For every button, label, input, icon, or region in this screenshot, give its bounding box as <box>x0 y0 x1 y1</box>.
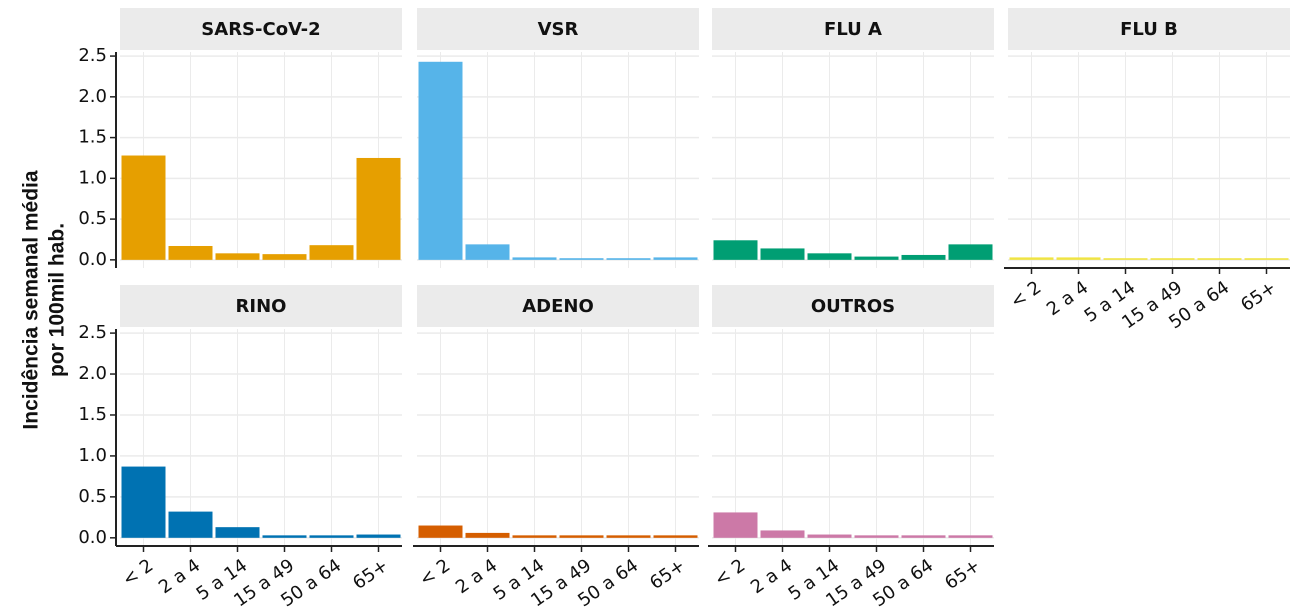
bar <box>653 257 698 260</box>
bar <box>807 534 852 538</box>
bar <box>713 240 758 260</box>
strip <box>1008 8 1290 50</box>
bar <box>418 525 463 538</box>
bar <box>215 253 260 260</box>
bar <box>606 535 651 538</box>
panel-title: FLU A <box>824 19 882 40</box>
y-tick-label: 2.5 <box>78 45 107 66</box>
bar <box>121 466 166 538</box>
bar <box>309 245 354 260</box>
bar <box>121 155 166 260</box>
y-tick-label: 1.5 <box>78 404 107 425</box>
x-tick-label: < 2 <box>1007 277 1045 313</box>
y-tick-label: 1.0 <box>78 445 107 466</box>
bar <box>1244 258 1289 260</box>
bar <box>653 535 698 538</box>
bar <box>948 244 993 260</box>
bar <box>901 254 946 260</box>
bar <box>760 248 805 260</box>
bar <box>1197 258 1242 260</box>
y-tick-label: 2.0 <box>78 86 107 107</box>
bar <box>356 157 401 260</box>
y-tick-label: 2.5 <box>78 322 107 343</box>
bar <box>1150 258 1195 260</box>
bar <box>168 245 213 260</box>
strip <box>417 8 699 50</box>
bar <box>1009 257 1054 260</box>
panel-title: ADENO <box>522 296 594 317</box>
y-tick-label: 0.0 <box>78 249 107 270</box>
bar <box>512 535 557 538</box>
bar <box>215 527 260 538</box>
strip <box>712 285 994 327</box>
x-tick-label: < 2 <box>416 555 454 591</box>
bar <box>465 532 510 538</box>
y-tick-label: 1.5 <box>78 127 107 148</box>
bar <box>559 535 604 538</box>
bar <box>356 534 401 538</box>
x-tick-label: 65+ <box>941 555 984 594</box>
y-axis-label: por 100mil hab. <box>46 223 69 377</box>
bar <box>1103 258 1148 260</box>
strip <box>120 8 402 50</box>
y-tick-label: 0.5 <box>78 208 107 229</box>
x-tick-label: < 2 <box>711 555 749 591</box>
panel-title: RINO <box>236 296 287 317</box>
bar <box>418 61 463 260</box>
x-tick-label: 65+ <box>646 555 689 594</box>
bar <box>559 258 604 260</box>
y-tick-label: 2.0 <box>78 363 107 384</box>
strip <box>120 285 402 327</box>
panel-title: VSR <box>538 19 579 40</box>
x-tick-label: 65+ <box>1237 277 1280 316</box>
bar <box>465 244 510 260</box>
panel-title: OUTROS <box>811 296 895 317</box>
bar <box>760 530 805 538</box>
bar <box>606 258 651 260</box>
y-tick-label: 0.5 <box>78 486 107 507</box>
strip <box>712 8 994 50</box>
panel-title: SARS-CoV-2 <box>201 19 320 40</box>
x-tick-label: < 2 <box>119 555 157 591</box>
bar <box>1056 257 1101 260</box>
bar <box>512 257 557 260</box>
x-tick-label: 65+ <box>349 555 392 594</box>
bar <box>948 535 993 538</box>
bar <box>262 535 307 538</box>
panel-title: FLU B <box>1120 19 1178 40</box>
bar <box>901 535 946 538</box>
bar <box>309 535 354 538</box>
bar <box>713 512 758 538</box>
y-tick-label: 0.0 <box>78 527 107 548</box>
y-axis-label: Incidência semanal média <box>20 170 43 429</box>
bar <box>854 535 899 538</box>
strip <box>417 285 699 327</box>
bar <box>262 254 307 260</box>
bar <box>168 511 213 538</box>
bar <box>854 256 899 260</box>
y-tick-label: 1.0 <box>78 167 107 188</box>
bar <box>807 253 852 260</box>
